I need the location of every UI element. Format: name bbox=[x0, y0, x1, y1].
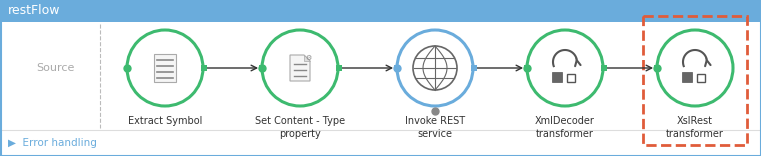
Circle shape bbox=[263, 32, 336, 105]
Text: XslRest
transformer: XslRest transformer bbox=[666, 116, 724, 139]
Circle shape bbox=[658, 32, 731, 105]
Bar bbox=[643, 16, 747, 145]
Circle shape bbox=[528, 32, 601, 105]
Text: Source: Source bbox=[36, 63, 74, 73]
Text: Set Content - Type
property: Set Content - Type property bbox=[255, 116, 345, 139]
Circle shape bbox=[399, 32, 472, 105]
Bar bbox=[697, 74, 705, 82]
Bar bbox=[682, 72, 692, 82]
Text: Extract Symbol: Extract Symbol bbox=[128, 116, 202, 126]
Text: restFlow: restFlow bbox=[8, 5, 61, 17]
Polygon shape bbox=[290, 55, 310, 81]
Text: ⚙: ⚙ bbox=[305, 55, 311, 61]
Bar bbox=[567, 74, 575, 82]
Bar bbox=[154, 54, 176, 82]
Circle shape bbox=[129, 32, 202, 105]
Polygon shape bbox=[304, 55, 310, 61]
Bar bbox=[552, 72, 562, 82]
Text: ▶  Error handling: ▶ Error handling bbox=[8, 138, 97, 148]
Text: Invoke REST
service: Invoke REST service bbox=[405, 116, 465, 139]
Bar bbox=[0, 0, 761, 22]
Text: XmlDecoder
transformer: XmlDecoder transformer bbox=[535, 116, 595, 139]
